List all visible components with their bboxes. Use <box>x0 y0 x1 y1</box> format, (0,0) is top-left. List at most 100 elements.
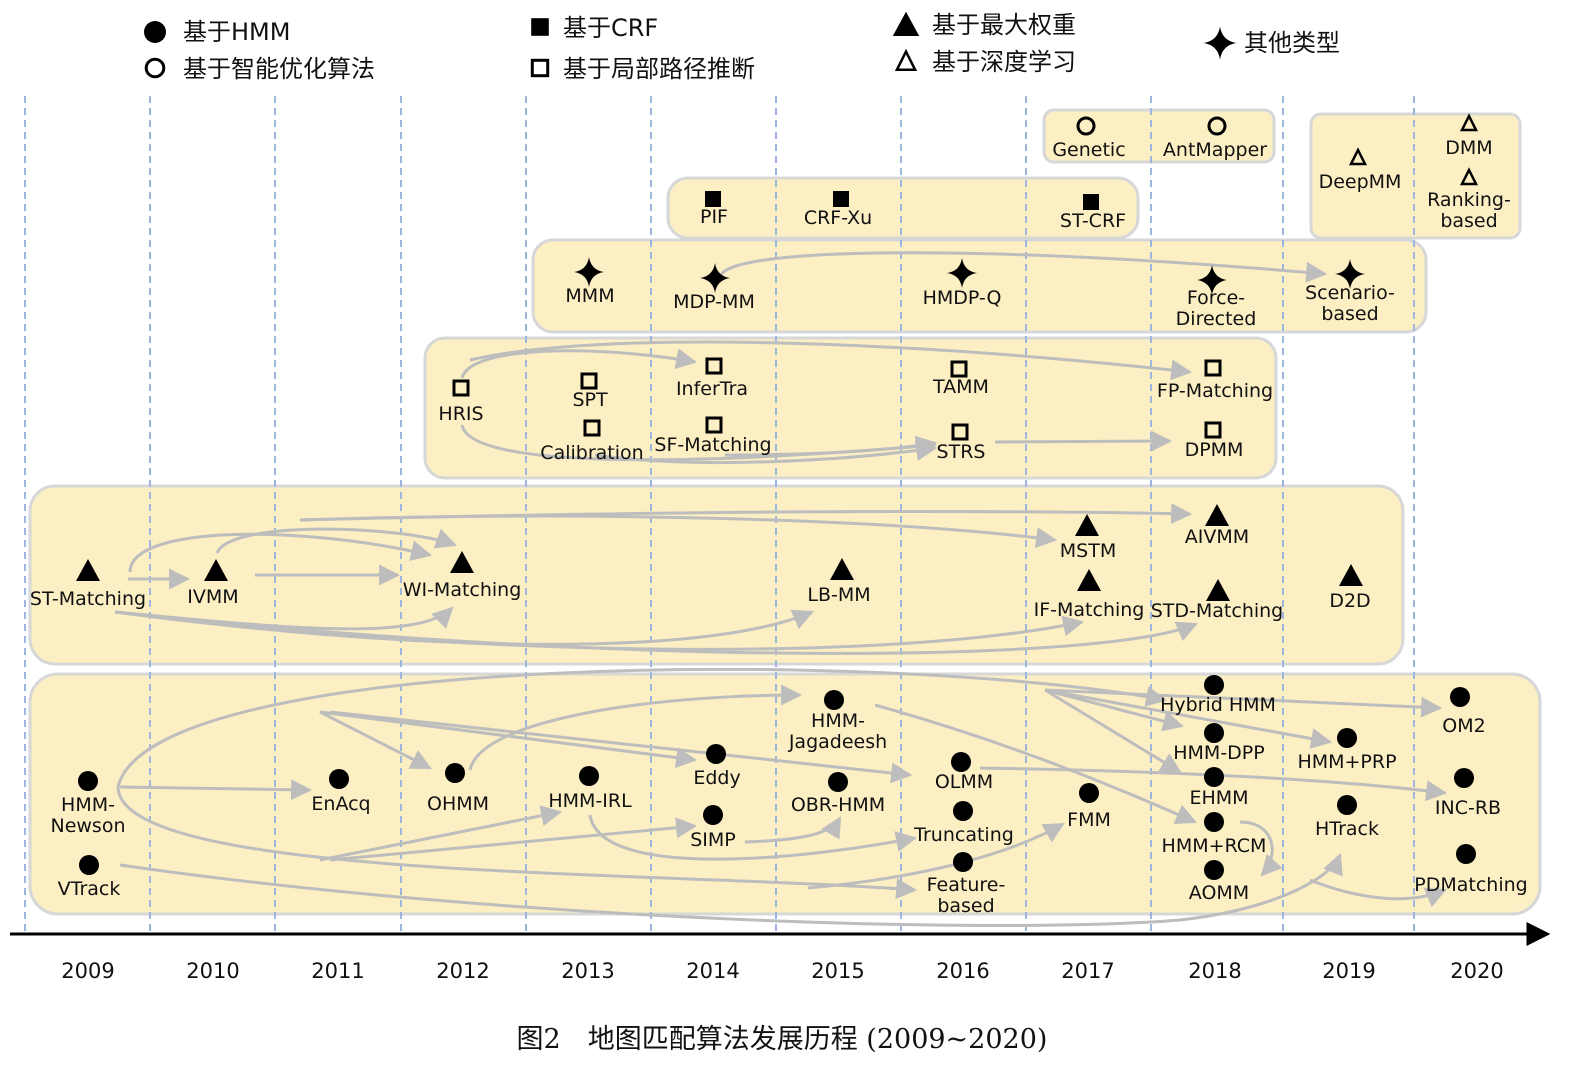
hollow-circle-icon <box>144 57 166 79</box>
filled-circle-icon <box>329 769 349 789</box>
node-label: Directed <box>1176 308 1257 330</box>
node-pif: PIF <box>700 191 728 228</box>
node-label: Jagadeesh <box>788 731 887 753</box>
legend-label: 基于HMM <box>183 18 290 46</box>
node-label: Calibration <box>540 442 643 464</box>
node-antmapper: AntMapper <box>1163 116 1267 161</box>
node-hmmrcm: HMM+RCM <box>1162 812 1267 857</box>
influence-arrows <box>114 251 1448 927</box>
node-label: OHMM <box>427 793 489 815</box>
filled-circle-icon <box>1204 860 1224 880</box>
node-fpmatching: FP-Matching <box>1157 359 1273 402</box>
filled-triangle-icon <box>1077 569 1101 591</box>
hollow-triangle-icon <box>1348 147 1368 166</box>
hollow-square-icon <box>1204 359 1222 377</box>
node-sfmatching: SF-Matching <box>654 416 772 456</box>
filled-square-icon <box>531 18 549 36</box>
node-label: ST-Matching <box>30 588 146 610</box>
legend-item: 基于局部路径推断 <box>530 55 755 83</box>
filled-circle-icon <box>1079 783 1099 803</box>
year-label: 2015 <box>811 959 864 983</box>
filled-circle-icon <box>1456 844 1476 864</box>
filled-circle-icon <box>1204 723 1224 743</box>
filled-triangle-icon <box>830 558 854 580</box>
arrow <box>114 610 1085 651</box>
node-label: HMM-IRL <box>548 790 632 812</box>
node-label: HMM-DPP <box>1173 742 1264 764</box>
arrow <box>994 430 1173 452</box>
arrow <box>119 779 313 801</box>
arrow <box>116 786 918 900</box>
node-hmmprp: HMM+PRP <box>1297 728 1397 773</box>
year-label: 2016 <box>936 959 989 983</box>
node-feature: Feature-based <box>927 852 1005 917</box>
node-aivmm: AIVMM <box>1185 504 1249 548</box>
arrow <box>119 853 1343 927</box>
filled-circle-icon <box>1450 687 1470 707</box>
arrow <box>319 710 432 770</box>
legend-label: 基于深度学习 <box>932 48 1076 76</box>
node-enacq: EnAcq <box>311 769 371 815</box>
hollow-square-icon <box>580 372 598 390</box>
node-label: VTrack <box>58 878 121 900</box>
node-label: Ranking- <box>1427 189 1511 211</box>
node-label: HMM- <box>811 710 865 732</box>
node-label: IVMM <box>187 586 238 608</box>
filled-circle-icon <box>1337 795 1357 815</box>
node-label: MSTM <box>1060 540 1116 562</box>
four-point-star-icon <box>947 258 977 288</box>
node-label: DeepMM <box>1319 171 1402 193</box>
node-label: STRS <box>937 441 986 463</box>
legend-label: 基于最大权重 <box>932 11 1076 39</box>
legend-item: 基于HMM <box>144 18 290 46</box>
node-label: Newson <box>50 815 125 837</box>
node-simp: SIMP <box>690 805 736 851</box>
figure-caption: 图2 地图匹配算法发展历程 (2009~2020) <box>517 1024 1048 1055</box>
four-point-star-icon <box>1197 265 1227 295</box>
node-label: Genetic <box>1052 139 1125 161</box>
node-htrack: HTrack <box>1315 795 1379 840</box>
year-label: 2014 <box>686 959 739 983</box>
arrow <box>1309 878 1447 908</box>
arrow <box>718 251 1328 283</box>
node-label: STD-Matching <box>1151 600 1284 622</box>
legend-item: 基于CRF <box>531 14 658 42</box>
node-spt: SPT <box>572 372 608 411</box>
node-mdpmm: MDP-MM <box>673 263 755 313</box>
hollow-triangle-icon <box>894 48 918 72</box>
node-infertra: InferTra <box>676 357 748 400</box>
four-point-star-icon <box>574 257 604 287</box>
node-label: Eddy <box>693 767 740 789</box>
node-incrb: INC-RB <box>1435 768 1501 819</box>
group-box-deep-learning <box>1309 112 1522 240</box>
node-truncating: Truncating <box>913 801 1014 846</box>
legend-item: 其他类型 <box>1203 26 1340 60</box>
filled-triangle-icon <box>1339 564 1363 586</box>
node-label: SIMP <box>690 829 736 851</box>
arrow <box>319 710 698 769</box>
filled-triangle-icon <box>76 559 100 581</box>
arrow <box>128 532 433 573</box>
node-label: AIVMM <box>1185 526 1249 548</box>
filled-triangle-icon <box>892 11 920 37</box>
node-label: HMM+RCM <box>1162 835 1267 857</box>
filled-triangle-icon <box>1206 579 1230 601</box>
hollow-circle-icon <box>1207 116 1227 136</box>
four-point-star-icon <box>700 263 730 293</box>
node-vtrack: VTrack <box>58 855 121 900</box>
arrow <box>979 766 1448 802</box>
node-hybridhmm: Hybrid HMM <box>1160 675 1276 716</box>
node-label: AOMM <box>1189 882 1249 904</box>
node-label: MMM <box>565 285 614 307</box>
node-label: HMM+PRP <box>1297 751 1396 773</box>
node-genetic: Genetic <box>1052 116 1126 161</box>
filled-circle-icon <box>951 752 971 772</box>
arrow <box>588 814 918 861</box>
node-label: LB-MM <box>807 584 870 606</box>
node-mstm: MSTM <box>1060 514 1116 562</box>
node-label: OBR-HMM <box>791 794 885 816</box>
filled-circle-icon <box>1204 812 1224 832</box>
hollow-square-icon <box>705 416 723 434</box>
